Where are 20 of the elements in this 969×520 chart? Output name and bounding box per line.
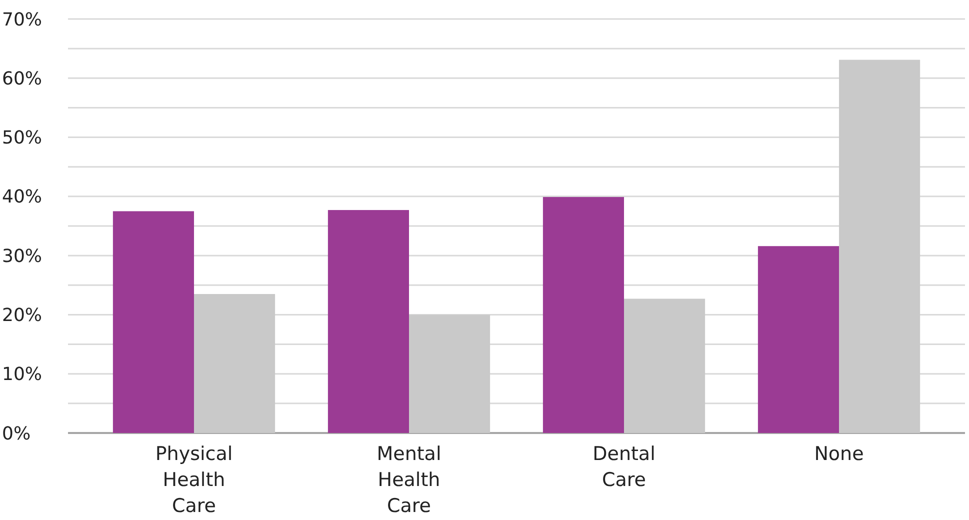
x-tick-label: None — [814, 443, 864, 465]
x-tick-label: Physical Health Care — [155, 443, 233, 517]
y-tick-label: 40% — [2, 186, 42, 208]
bar — [758, 246, 840, 433]
y-tick-label: 10% — [2, 364, 42, 386]
y-tick-label: 60% — [2, 68, 42, 90]
bar — [839, 60, 920, 433]
bar — [328, 210, 409, 433]
y-tick-label: 30% — [2, 246, 42, 267]
x-tick-label: Mental Health Care — [376, 443, 442, 517]
bar — [194, 294, 276, 433]
y-tick-label: 50% — [2, 128, 42, 149]
y-tick-label: 20% — [2, 305, 42, 326]
bar — [112, 211, 194, 433]
y-tick-label: 70% — [2, 9, 42, 30]
bar — [542, 197, 624, 433]
x-tick-label: Dental Care — [592, 443, 656, 491]
bar — [624, 298, 706, 433]
y-tick-label: 0% — [2, 423, 31, 444]
bar — [409, 314, 490, 433]
